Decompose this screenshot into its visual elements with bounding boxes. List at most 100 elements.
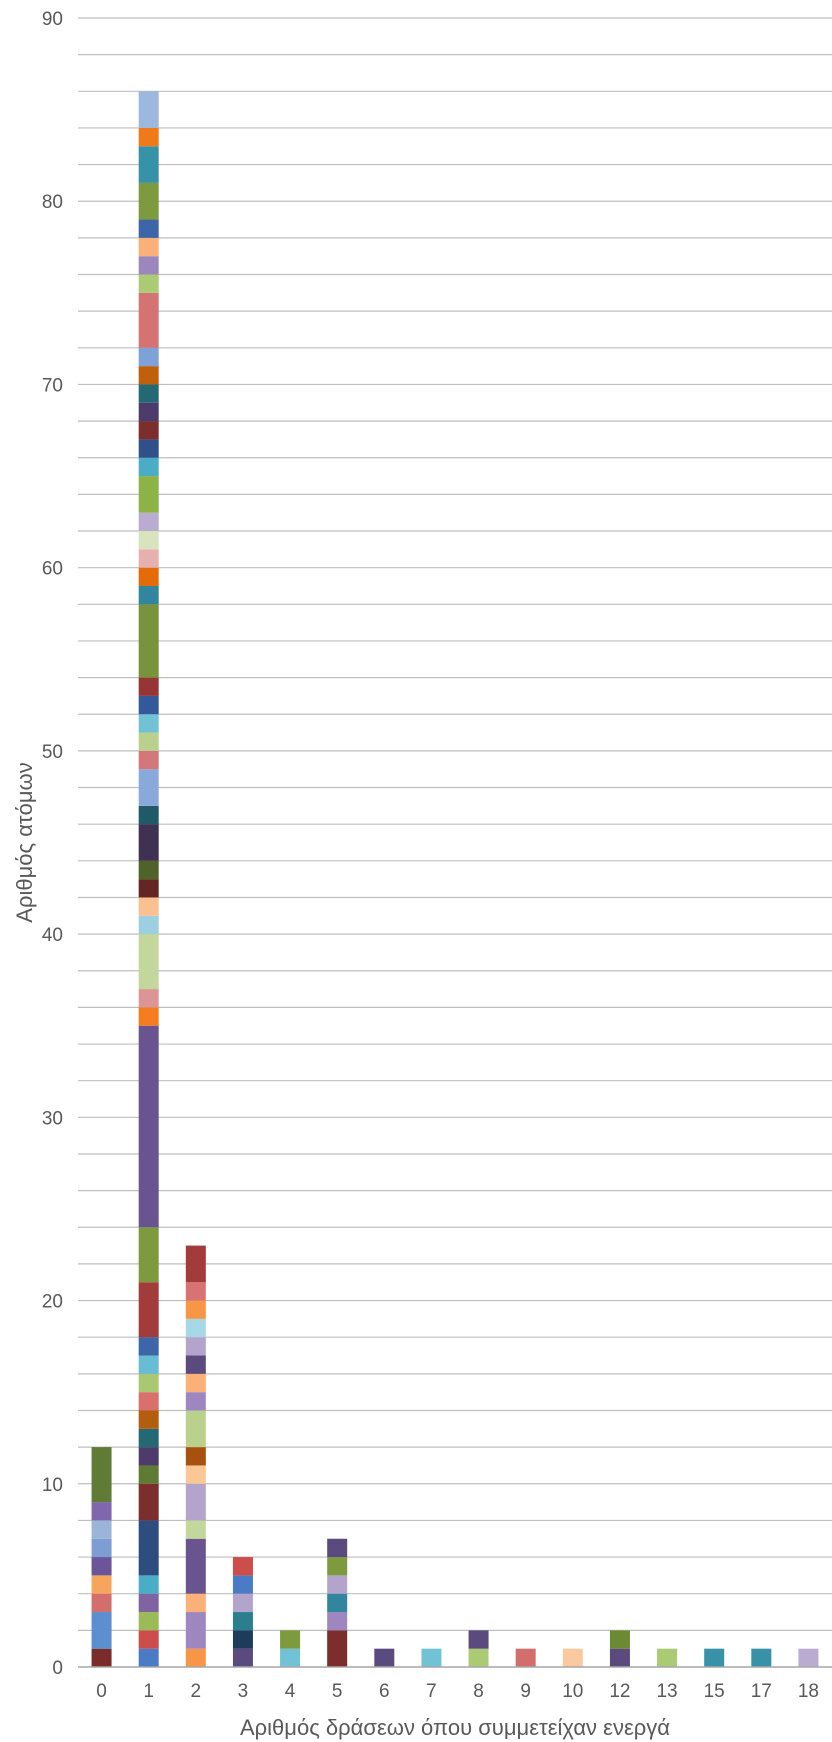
x-tick-label-5: 5 xyxy=(332,1681,343,1702)
bar-1-segment-35 xyxy=(138,585,159,605)
bar-1-segment-50 xyxy=(138,256,159,275)
bar-3-segment-4 xyxy=(232,1593,253,1613)
bar-2-segment-5 xyxy=(185,1520,206,1539)
y-tick-label-90: 90 xyxy=(42,9,63,30)
bar-3-segment-1 xyxy=(232,1648,253,1667)
bar-5-segment-3 xyxy=(327,1593,348,1613)
bar-1-segment-14 xyxy=(138,1355,159,1374)
x-tick-label-0: 0 xyxy=(96,1681,107,1702)
y-tick-label-30: 30 xyxy=(42,1108,63,1129)
bar-0-segment-2 xyxy=(91,1612,112,1649)
x-tick-label-18: 18 xyxy=(798,1681,819,1702)
bar-1-segment-15 xyxy=(138,1337,159,1356)
bar-0-segment-1 xyxy=(91,1648,112,1667)
bar-15 xyxy=(704,1648,725,1667)
bar-0-segment-4 xyxy=(91,1575,112,1594)
bar-1-segment-19 xyxy=(138,1007,159,1026)
bar-1-segment-30 xyxy=(138,732,159,751)
bar-3-segment-3 xyxy=(232,1612,253,1631)
bar-2 xyxy=(185,1245,206,1667)
bar-0 xyxy=(91,1447,112,1667)
y-tick-label-10: 10 xyxy=(42,1475,63,1496)
bar-2-segment-8 xyxy=(185,1447,206,1466)
x-axis-title: Αριθμός δράσεων όπου συμμετείχαν ενεργά xyxy=(240,1715,670,1740)
bar-0-segment-3 xyxy=(91,1593,112,1613)
bar-1-segment-47 xyxy=(138,347,159,367)
bar-1-segment-20 xyxy=(138,989,159,1008)
bar-1-segment-49 xyxy=(138,274,159,293)
bar-2-segment-12 xyxy=(185,1355,206,1374)
x-tick-label-17: 17 xyxy=(751,1681,772,1702)
y-axis-title: Αριθμός ατόμων xyxy=(12,762,37,922)
bar-1-segment-26 xyxy=(138,824,159,861)
bar-5 xyxy=(327,1538,348,1667)
x-tick-label-4: 4 xyxy=(285,1681,296,1702)
bar-2-segment-15 xyxy=(185,1300,206,1319)
bar-15-segment-1 xyxy=(704,1648,725,1667)
bar-2-segment-2 xyxy=(185,1612,206,1649)
bar-2-segment-11 xyxy=(185,1373,206,1393)
bar-0-segment-5 xyxy=(91,1557,112,1576)
bar-2-segment-10 xyxy=(185,1392,206,1411)
bar-1-segment-32 xyxy=(138,695,159,715)
bar-1-segment-16 xyxy=(138,1282,159,1338)
bar-1-segment-6 xyxy=(138,1520,159,1576)
bar-2-segment-9 xyxy=(185,1410,206,1448)
bar-2-segment-3 xyxy=(185,1593,206,1613)
bar-5-segment-1 xyxy=(327,1630,348,1667)
bar-1-segment-27 xyxy=(138,805,159,825)
bars xyxy=(91,91,819,1667)
bar-3-segment-2 xyxy=(232,1630,253,1649)
x-tick-label-8: 8 xyxy=(473,1681,484,1702)
bar-0-segment-6 xyxy=(91,1538,112,1558)
bar-2-segment-13 xyxy=(185,1337,206,1356)
bar-8-segment-1 xyxy=(468,1648,489,1667)
bar-1-segment-55 xyxy=(138,127,159,147)
y-tick-label-60: 60 xyxy=(42,559,63,580)
bar-1-segment-42 xyxy=(138,439,159,458)
x-tick-label-12: 12 xyxy=(609,1681,630,1702)
bar-2-segment-6 xyxy=(185,1483,206,1521)
x-tick-label-15: 15 xyxy=(704,1681,725,1702)
bar-2-segment-16 xyxy=(185,1282,206,1301)
bar-1-segment-2 xyxy=(138,1630,159,1649)
y-tick-labels: 0 10 20 30 40 50 60 70 80 90 xyxy=(42,9,63,1679)
bar-6 xyxy=(374,1648,395,1667)
bar-1-segment-48 xyxy=(138,292,159,348)
bar-1-segment-46 xyxy=(138,366,159,385)
bar-5-segment-6 xyxy=(327,1538,348,1558)
bar-1-segment-18 xyxy=(138,1025,159,1228)
bar-5-segment-2 xyxy=(327,1612,348,1631)
bar-7 xyxy=(421,1648,442,1667)
bar-10 xyxy=(562,1648,583,1667)
bar-8-segment-2 xyxy=(468,1630,489,1649)
bar-1-segment-21 xyxy=(138,934,159,990)
x-tick-label-10: 10 xyxy=(562,1681,583,1702)
bar-1-segment-56 xyxy=(138,91,159,128)
bar-1-segment-52 xyxy=(138,219,159,238)
bar-1-segment-8 xyxy=(138,1465,159,1484)
bar-2-segment-1 xyxy=(185,1648,206,1667)
y-tick-label-80: 80 xyxy=(42,192,63,213)
bar-1-segment-53 xyxy=(138,182,159,220)
bar-4 xyxy=(280,1630,301,1667)
y-tick-label-40: 40 xyxy=(42,925,63,946)
bar-1-segment-54 xyxy=(138,146,159,183)
bar-7-segment-1 xyxy=(421,1648,442,1667)
bar-0-segment-9 xyxy=(91,1447,112,1503)
y-tick-label-20: 20 xyxy=(42,1292,63,1313)
y-tick-label-70: 70 xyxy=(42,375,63,396)
bar-1-segment-17 xyxy=(138,1227,159,1283)
bar-17-segment-1 xyxy=(751,1648,772,1667)
bar-1-segment-44 xyxy=(138,402,159,422)
bar-2-segment-4 xyxy=(185,1538,206,1594)
bar-12-segment-2 xyxy=(609,1630,630,1649)
bar-1-segment-43 xyxy=(138,421,159,440)
y-tick-label-0: 0 xyxy=(52,1658,63,1679)
bar-1-segment-36 xyxy=(138,567,159,586)
bar-1-segment-25 xyxy=(138,860,159,880)
bar-3-segment-6 xyxy=(232,1557,253,1576)
x-tick-label-1: 1 xyxy=(143,1681,154,1702)
x-tick-label-6: 6 xyxy=(379,1681,390,1702)
